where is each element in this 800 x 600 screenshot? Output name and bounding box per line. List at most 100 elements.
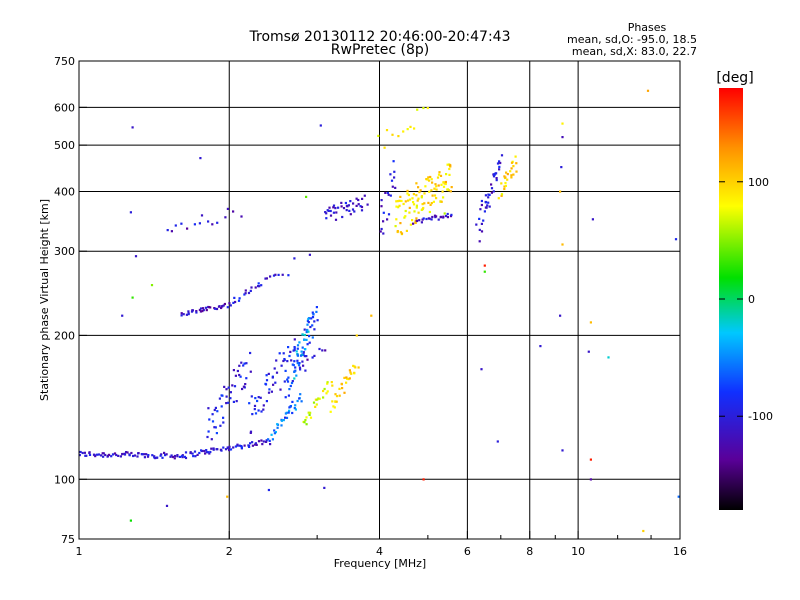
echo-point [492, 190, 495, 193]
echo-point [184, 451, 188, 454]
echo-point [496, 440, 499, 443]
echo-point [250, 286, 253, 289]
echo-point [176, 455, 179, 458]
echo-point [208, 452, 211, 455]
echo-point [160, 453, 163, 456]
echo-point [200, 307, 203, 310]
echo-point [261, 443, 264, 446]
colorbar-title: [deg] [716, 70, 753, 86]
echo-point [416, 108, 419, 111]
echo-point [478, 228, 481, 231]
echo-point [204, 452, 207, 455]
echo-point [254, 412, 258, 415]
echo-point [207, 220, 210, 223]
echo-point [559, 314, 562, 317]
echo-point [223, 385, 226, 388]
echo-point [306, 343, 309, 346]
echo-point [274, 381, 277, 384]
echo-point [408, 206, 411, 209]
echo-point [225, 402, 228, 405]
echo-point [253, 404, 257, 407]
echo-point [156, 456, 159, 459]
echo-point [133, 454, 137, 457]
echo-point [220, 405, 223, 408]
echo-point [251, 444, 254, 447]
echo-point [382, 232, 385, 235]
x-tick-label: 1 [76, 545, 83, 558]
echo-point [420, 208, 423, 211]
echo-point [510, 176, 513, 179]
echo-point [275, 359, 278, 362]
echo-point [229, 391, 232, 394]
echo-point [213, 408, 216, 412]
echo-point [96, 453, 99, 456]
echo-point [409, 125, 412, 128]
echo-point [340, 205, 343, 208]
echo-point [291, 411, 294, 415]
echo-point [399, 231, 402, 234]
echo-point [432, 200, 435, 203]
echo-point [394, 225, 397, 228]
echo-point [404, 215, 407, 218]
echo-point [560, 166, 563, 169]
echo-point [440, 200, 443, 203]
echo-point [392, 160, 395, 163]
echo-point [286, 378, 289, 381]
echo-point [199, 310, 202, 313]
echo-point [242, 385, 245, 388]
echo-point [346, 377, 349, 380]
echo-point [370, 314, 373, 317]
echo-point [254, 442, 257, 445]
echo-point [412, 222, 415, 225]
echo-point [646, 89, 650, 92]
echo-point [293, 407, 296, 410]
echo-point [404, 200, 407, 203]
echo-point [422, 106, 425, 110]
echo-point [428, 217, 431, 220]
echo-point [147, 454, 150, 457]
echo-point [270, 390, 273, 393]
echo-point [232, 446, 235, 449]
echo-point [446, 216, 449, 219]
echo-point [333, 406, 336, 409]
echo-point [435, 188, 438, 191]
echo-point [267, 372, 270, 375]
echo-point [414, 221, 417, 224]
echo-point [437, 173, 441, 176]
echo-point [498, 168, 501, 171]
echo-point [265, 374, 268, 377]
echo-point [243, 444, 246, 447]
echo-point [265, 440, 268, 443]
echo-point [262, 440, 265, 443]
echo-point [296, 344, 300, 347]
echo-point [315, 306, 318, 309]
echo-point [215, 432, 218, 435]
echo-point [449, 190, 452, 193]
echo-point [488, 205, 491, 208]
echo-point [257, 440, 261, 443]
echo-point [224, 448, 228, 451]
echo-point [187, 310, 190, 313]
echo-point [351, 208, 355, 211]
echo-point [214, 307, 217, 310]
echo-point [151, 454, 154, 457]
echo-point [480, 203, 483, 207]
x-tick-label: 16 [673, 545, 687, 558]
echo-point [305, 338, 308, 341]
echo-point [319, 124, 322, 127]
echo-point [280, 419, 283, 422]
echo-point [217, 305, 221, 308]
echo-point [417, 186, 420, 189]
echo-point [408, 211, 411, 214]
echo-point [347, 204, 350, 207]
echo-point [323, 387, 326, 391]
echo-point [200, 449, 203, 452]
x-tick-label: 10 [571, 545, 585, 558]
echo-point [208, 418, 211, 421]
echo-point [272, 274, 276, 277]
echo-point [194, 455, 197, 458]
echo-point [275, 371, 279, 374]
echo-point [83, 451, 86, 454]
echo-point [561, 243, 564, 246]
echo-point [677, 495, 680, 498]
